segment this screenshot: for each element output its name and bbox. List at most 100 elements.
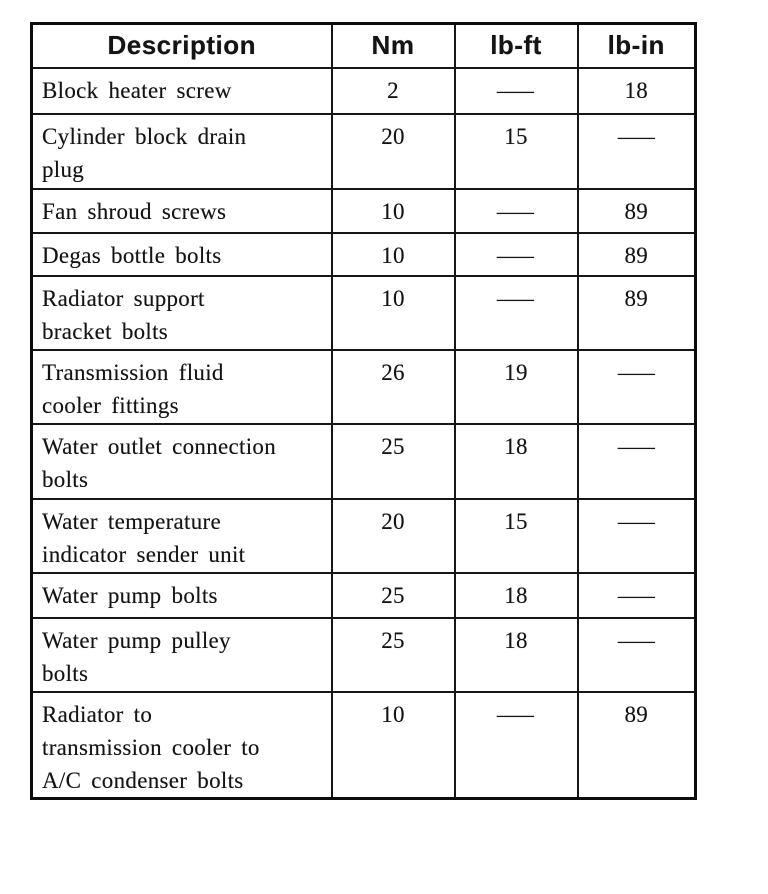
table-row: Water temperature indicator sender unit … [30,497,697,574]
cell-value: 89 [624,198,649,224]
description-line: Radiator support [42,285,205,311]
description-line: plug [42,156,85,182]
cell-value: — [497,242,535,268]
cell-value: 15 [504,508,528,534]
lb-in-cell: — [576,422,697,500]
nm-cell: 10 [330,231,456,277]
description-cell: Water pump bolts [30,571,333,619]
description-line: bracket bolts [42,318,169,344]
description-line: Water outlet connection [42,433,277,459]
description-line: Water pump bolts [42,582,218,608]
lb-ft-cell: 18 [453,571,579,619]
lb-in-cell: 89 [576,274,697,351]
table-row: Water outlet connection bolts 25 18 — [30,422,697,500]
description-cell: Cylinder block drain plug [30,112,333,190]
lb-ft-cell: 18 [453,616,579,693]
table-row: Degas bottle bolts 10 — 89 [30,231,697,277]
cell-value: 89 [624,701,649,727]
lb-in-cell: 89 [576,231,697,277]
nm-cell: 10 [330,690,456,799]
cell-value: 2 [387,77,399,103]
cell-value: 18 [624,77,649,103]
description-line: Water pump pulley [42,627,231,653]
description-line: Degas bottle bolts [42,242,222,268]
table-row: Block heater screw 2 — 18 [30,66,697,115]
cell-value: — [617,433,655,459]
column-header-nm: Nm [330,22,456,69]
lb-in-cell: 89 [576,690,697,799]
description-cell: Water outlet connection bolts [30,422,333,500]
cell-value: 18 [504,627,528,653]
cell-value: — [617,359,655,385]
description-line: Cylinder block drain [42,123,247,149]
cell-value: 15 [504,123,528,149]
nm-cell: 10 [330,274,456,351]
nm-cell: 2 [330,66,456,115]
description-cell: Degas bottle bolts [30,231,333,277]
cell-value: — [497,285,535,311]
table-row: Radiator to transmission cooler to A/C c… [30,690,697,799]
cell-value: — [617,582,655,608]
lb-ft-cell: 18 [453,422,579,500]
cell-value: 26 [381,359,405,385]
description-line: bolts [42,466,89,492]
description-line: cooler fittings [42,392,179,418]
description-cell: Water pump pulley bolts [30,616,333,693]
description-line: Transmission fluid [42,359,224,385]
cell-value: 25 [381,433,405,459]
description-line: bolts [42,660,89,686]
lb-ft-cell: 15 [453,497,579,574]
lb-ft-cell: 15 [453,112,579,190]
lb-in-cell: — [576,348,697,425]
table-row: Transmission fluid cooler fittings 26 19… [30,348,697,425]
description-line: Block heater screw [42,77,232,103]
lb-in-cell: 18 [576,66,697,115]
description-line: Water temperature [42,508,222,534]
lb-ft-cell: — [453,231,579,277]
description-cell: Transmission fluid cooler fittings [30,348,333,425]
description-cell: Fan shroud screws [30,187,333,234]
lb-in-cell: — [576,616,697,693]
nm-cell: 10 [330,187,456,234]
cell-value: — [497,701,535,727]
cell-value: — [497,198,535,224]
description-line: indicator sender unit [42,541,246,567]
lb-ft-cell: — [453,66,579,115]
column-header-lb-in: lb-in [576,22,697,69]
description-line: transmission cooler to [42,734,260,760]
cell-value: — [617,627,655,653]
lb-ft-cell: 19 [453,348,579,425]
cell-value: 10 [381,701,405,727]
lb-ft-cell: — [453,274,579,351]
table-row: Cylinder block drain plug 20 15 — [30,112,697,190]
cell-value: 25 [381,627,405,653]
column-header-description: Description [30,22,333,69]
table-row: Water pump bolts 25 18 — [30,571,697,619]
lb-in-cell: — [576,571,697,619]
cell-value: 10 [381,198,405,224]
table-row: Radiator support bracket bolts 10 — 89 [30,274,697,351]
cell-value: 18 [504,582,528,608]
description-cell: Radiator to transmission cooler to A/C c… [30,690,333,799]
description-cell: Block heater screw [30,66,333,115]
lb-ft-cell: — [453,690,579,799]
cell-value: — [617,508,655,534]
cell-value: 10 [381,242,405,268]
cell-value: 89 [624,242,649,268]
description-cell: Radiator support bracket bolts [30,274,333,351]
cell-value: — [617,123,655,149]
cell-value: 20 [381,508,405,534]
lb-in-cell: — [576,112,697,190]
nm-cell: 25 [330,571,456,619]
lb-in-cell: 89 [576,187,697,234]
header-row: Description Nm lb-ft lb-in [30,22,697,69]
table-row: Water pump pulley bolts 25 18 — [30,616,697,693]
cell-value: 25 [381,582,405,608]
lb-in-cell: — [576,497,697,574]
cell-value: 20 [381,123,405,149]
description-cell: Water temperature indicator sender unit [30,497,333,574]
nm-cell: 20 [330,112,456,190]
nm-cell: 25 [330,422,456,500]
cell-value: — [497,77,535,103]
